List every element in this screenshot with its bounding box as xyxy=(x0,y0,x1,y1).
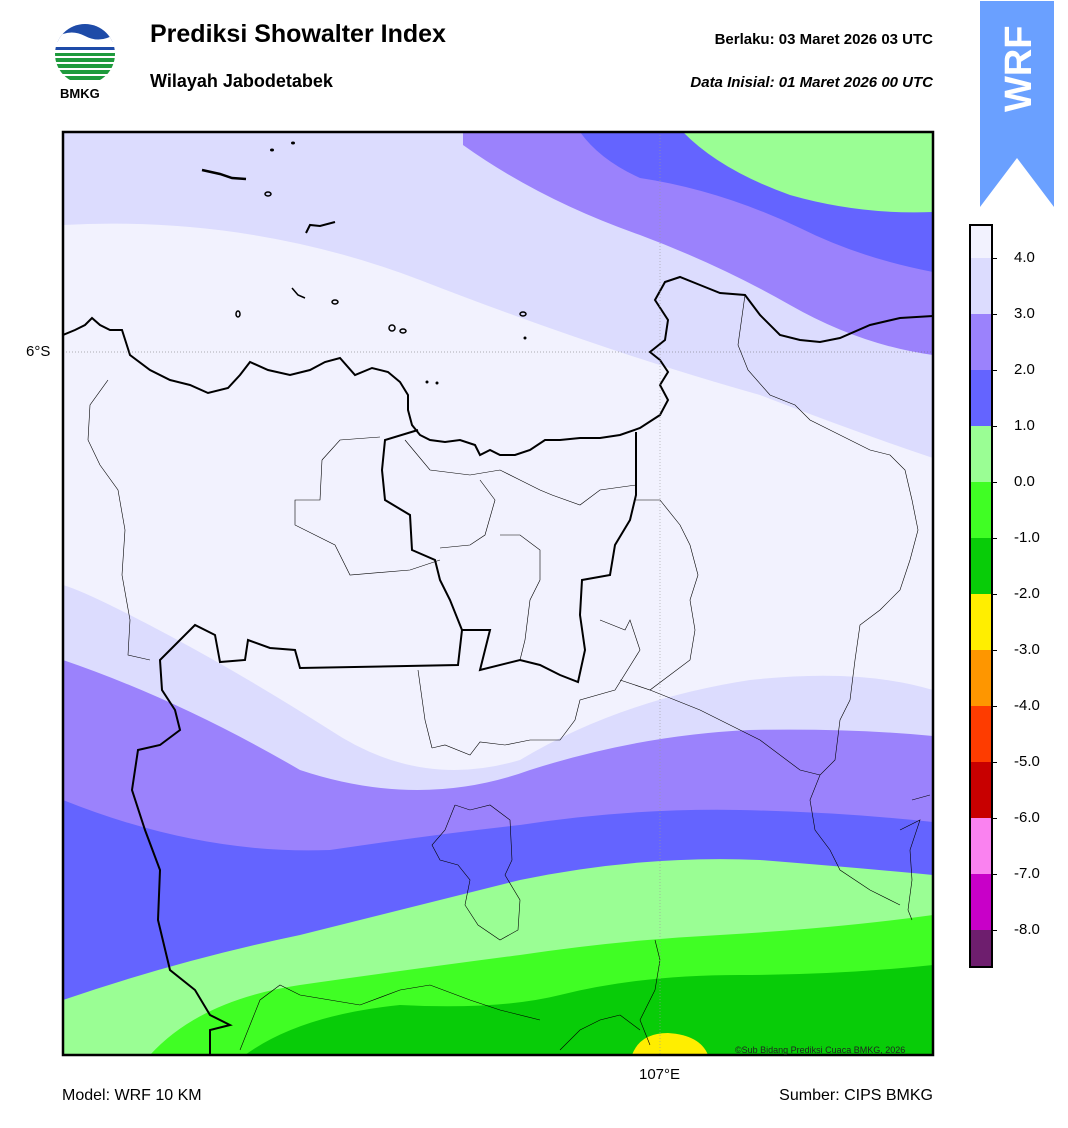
colorbar xyxy=(969,224,993,968)
colorbar-label: 2.0 xyxy=(1014,361,1035,378)
colorbar-label: -7.0 xyxy=(1014,865,1040,882)
colorbar-tick xyxy=(991,482,997,483)
colorbar-label: 1.0 xyxy=(1014,417,1035,434)
colorbar-segment xyxy=(971,594,991,650)
colorbar-segment xyxy=(971,930,991,966)
colorbar-tick xyxy=(991,818,997,819)
colorbar-label: 4.0 xyxy=(1014,249,1035,266)
colorbar-segment xyxy=(971,874,991,930)
colorbar-label: -5.0 xyxy=(1014,753,1040,770)
colorbar-tick xyxy=(991,314,997,315)
colorbar-segment xyxy=(971,538,991,594)
colorbar-segment xyxy=(971,426,991,482)
lon-tick-label: 107°E xyxy=(639,1066,681,1083)
lat-tick-label: 6°S xyxy=(26,343,51,360)
colorbar-label: -1.0 xyxy=(1014,529,1040,546)
colorbar-segment xyxy=(971,258,991,314)
source-label: Sumber: CIPS BMKG xyxy=(779,1087,933,1104)
colorbar-segment xyxy=(971,314,991,370)
page-subtitle: Wilayah Jabodetabek xyxy=(150,71,333,91)
colorbar-tick xyxy=(991,706,997,707)
colorbar-tick xyxy=(991,426,997,427)
colorbar-label: -3.0 xyxy=(1014,641,1040,658)
wrf-badge-text: WRF xyxy=(998,25,1040,112)
colorbar-label: 3.0 xyxy=(1014,305,1035,322)
page-title: Prediksi Showalter Index xyxy=(150,20,446,48)
colorbar-tick xyxy=(991,650,997,651)
colorbar-label: -2.0 xyxy=(1014,585,1040,602)
valid-time: Berlaku: 03 Maret 2026 03 UTC xyxy=(714,31,933,48)
colorbar-segment xyxy=(971,762,991,818)
colorbar-segment xyxy=(971,650,991,706)
colorbar-segment xyxy=(971,370,991,426)
model-label: Model: WRF 10 KM xyxy=(62,1087,202,1104)
colorbar-label: -4.0 xyxy=(1014,697,1040,714)
colorbar-label: 0.0 xyxy=(1014,473,1035,490)
colorbar-tick xyxy=(991,538,997,539)
colorbar-tick xyxy=(991,594,997,595)
wrf-badge: WRF xyxy=(980,1,1054,207)
colorbar-label: -8.0 xyxy=(1014,921,1040,938)
colorbar-segment xyxy=(971,226,991,258)
colorbar-tick xyxy=(991,874,997,875)
colorbar-tick xyxy=(991,930,997,931)
init-time: Data Inisial: 01 Maret 2026 00 UTC xyxy=(690,74,933,91)
logo-text: BMKG xyxy=(60,86,100,101)
colorbar-tick xyxy=(991,762,997,763)
colorbar-segment xyxy=(971,482,991,538)
colorbar-tick xyxy=(991,370,997,371)
colorbar-segment xyxy=(971,818,991,874)
colorbar-label: -6.0 xyxy=(1014,809,1040,826)
bmkg-logo-icon xyxy=(55,24,115,80)
colorbar-segment xyxy=(971,706,991,762)
colorbar-tick xyxy=(991,258,997,259)
copyright-text: ©Sub Bidang Prediksi Cuaca BMKG, 2026 xyxy=(735,1045,906,1055)
map-frame xyxy=(61,130,935,1057)
contour-field xyxy=(63,132,933,1055)
